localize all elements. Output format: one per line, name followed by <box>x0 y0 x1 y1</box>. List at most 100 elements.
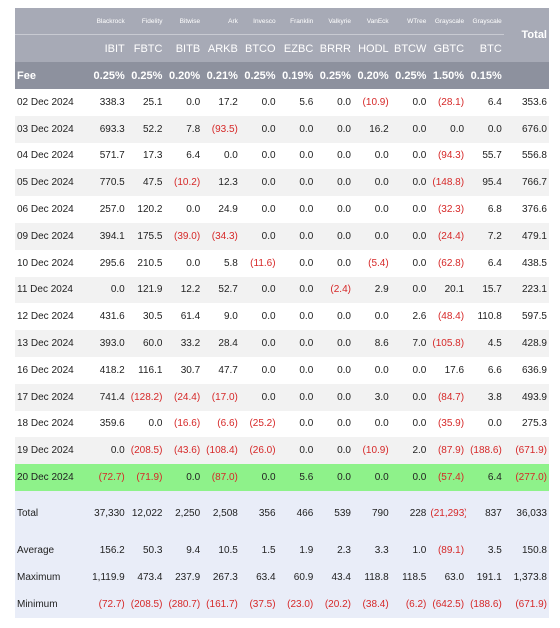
fee-blank <box>503 62 549 89</box>
flow-cell: 0.0 <box>337 311 351 323</box>
flow-cell: (87.0) <box>202 464 240 491</box>
flow-cell: 8.6 <box>352 330 391 357</box>
summary-cell: (280.7) <box>164 590 203 618</box>
issuer-name: Franklin <box>277 8 316 35</box>
flow-cell: 0.0 <box>412 257 427 269</box>
summary-cell: (188.6) <box>466 590 504 618</box>
flow-cell: (71.9) <box>126 464 165 491</box>
data-row: 09 Dec 2024 394.1 175.5 (39.0) (34.3) 0.0 0.0 0… <box>15 222 549 250</box>
issuer-name: Bitwise <box>164 8 203 35</box>
ticker: BRRR <box>315 34 353 62</box>
flow-cell: 15.7 <box>466 276 504 304</box>
flow-cell: 0.0 <box>277 437 316 465</box>
data-row: 06 Dec 2024 257.0 120.2 0.0 24.9 0.0 0.0 0.0 0.0… <box>15 196 549 223</box>
flow-cell: 0.0 <box>277 169 316 197</box>
flow-cell: 6.4 <box>466 464 504 491</box>
flow-cell: 741.4 <box>89 383 127 411</box>
fee: 0.19% <box>277 62 316 89</box>
flow-cell: 0.0 <box>315 330 353 357</box>
flow-cell: 0.0 <box>412 150 427 162</box>
data-row: 20 Dec 2024 (72.7) (71.9) 0.0 (87.0) 0.0 5.6 0.… <box>15 464 549 491</box>
flow-cell: 676.0 <box>503 115 549 143</box>
flow-cell: 770.5 <box>89 169 127 197</box>
flow-cell: (128.2) <box>126 383 165 411</box>
flow-cell: (17.0) <box>202 383 240 411</box>
flow-cell: (16.6) <box>174 418 201 430</box>
flow-cell: (28.1) <box>437 96 465 108</box>
summary-cell: 1,373.8 <box>503 563 549 591</box>
flow-cell: 3.8 <box>466 383 504 411</box>
flow-cell: 0.0 <box>390 169 429 197</box>
flow-cell: 0.0 <box>261 150 276 162</box>
issuer-name: Grayscale <box>428 8 467 35</box>
flow-cell: 766.7 <box>503 169 549 197</box>
flow-cell: 0.0 <box>148 418 163 430</box>
flow-cell: 5.6 <box>299 96 314 108</box>
flow-cell: 25.1 <box>142 96 163 108</box>
flow-cell: 0.0 <box>186 204 201 216</box>
flow-cell: 5.6 <box>277 464 316 491</box>
data-row: 19 Dec 2024 0.0 (208.5) (43.6) (108.4) (26.0)… <box>15 437 549 465</box>
date-cell: 19 Dec 2024 <box>15 437 90 465</box>
summary-cell: 9.4 <box>164 536 203 564</box>
flow-cell: (24.4) <box>428 222 467 250</box>
ticker-row: IBIT FBTC BITB ARKB BTCO EZBC BRRR HODL BTCW GBTC… <box>15 34 549 62</box>
flow-cell: 0.0 <box>89 437 127 465</box>
flow-cell: 479.1 <box>503 222 549 250</box>
summary-cell: 1.0 <box>390 536 429 564</box>
issuer-name: VanEck <box>352 8 391 35</box>
corner-cell <box>15 34 90 62</box>
flow-cell: (25.2) <box>249 418 276 430</box>
flow-cell: 0.0 <box>89 276 127 304</box>
summary-cell: (38.4) <box>352 590 391 618</box>
flow-cell: 6.4 <box>186 150 201 162</box>
corner-cell <box>15 8 90 35</box>
flow-cell: (208.5) <box>126 437 165 465</box>
flow-cell: 0.0 <box>186 96 201 108</box>
flow-cell: 175.5 <box>126 222 165 250</box>
data-row: 02 Dec 2024 338.3 25.1 0.0 17.2 0.0 5.6 0.0 (10.… <box>15 89 549 116</box>
flow-cell: 0.0 <box>337 257 351 269</box>
summary-label: Average <box>15 536 90 564</box>
data-row: 12 Dec 2024 431.6 30.5 61.4 9.0 0.0 0.0 0.0 0.0 2… <box>15 303 549 330</box>
flow-cell: 17.6 <box>444 364 465 376</box>
summary-cell: 2,250 <box>164 490 203 537</box>
summary-cell: (6.2) <box>390 590 429 618</box>
flow-cell: 16.2 <box>352 115 391 143</box>
flow-cell: 0.0 <box>390 383 429 411</box>
date-cell: 02 Dec 2024 <box>17 96 74 108</box>
flow-cell: 6.8 <box>487 204 502 216</box>
summary-cell: (37.5) <box>239 590 278 618</box>
flow-cell: 0.0 <box>299 257 314 269</box>
flow-cell: 7.0 <box>390 330 429 357</box>
summary-cell: 43.4 <box>315 563 353 591</box>
summary-row: Total 37,330 12,022 2,250 2,508 356 466 539 790 2… <box>15 490 549 537</box>
flow-cell: 0.0 <box>239 383 278 411</box>
summary-cell: 37,330 <box>89 490 127 537</box>
flow-cell: 52.7 <box>202 276 240 304</box>
flow-cell: 0.0 <box>315 222 353 250</box>
flow-cell: (10.9) <box>352 437 391 465</box>
issuer-name: Grayscale <box>466 8 504 35</box>
summary-row: Minimum (72.7) (208.5) (280.7) (161.7) (37.5)… <box>15 590 549 618</box>
flow-cell: 257.0 <box>99 204 125 216</box>
flow-cell: 597.5 <box>521 311 547 323</box>
summary-cell: (23.0) <box>277 590 316 618</box>
flow-cell: 2.6 <box>412 311 427 323</box>
flow-cell: 110.8 <box>477 311 502 323</box>
flow-cell: 33.2 <box>164 330 203 357</box>
flow-cell: (94.3) <box>437 150 465 162</box>
flow-cell: (84.7) <box>428 383 467 411</box>
flow-cell: 393.0 <box>89 330 127 357</box>
date-cell: 12 Dec 2024 <box>17 311 74 323</box>
fee: 0.20% <box>352 62 391 89</box>
summary-cell: 2,508 <box>202 490 240 537</box>
summary-cell: (21,293) <box>428 490 467 537</box>
summary-row: Average 156.2 50.3 9.4 10.5 1.5 1.9 2.3 3.3 1.0 (8… <box>15 536 549 564</box>
flow-cell: (48.4) <box>437 311 465 323</box>
data-row: 04 Dec 2024 571.7 17.3 6.4 0.0 0.0 0.0 0.0 0.0 0.… <box>15 143 549 170</box>
flow-cell: 60.0 <box>126 330 165 357</box>
flow-cell: 6.4 <box>487 96 502 108</box>
total-header: Total <box>503 8 549 62</box>
